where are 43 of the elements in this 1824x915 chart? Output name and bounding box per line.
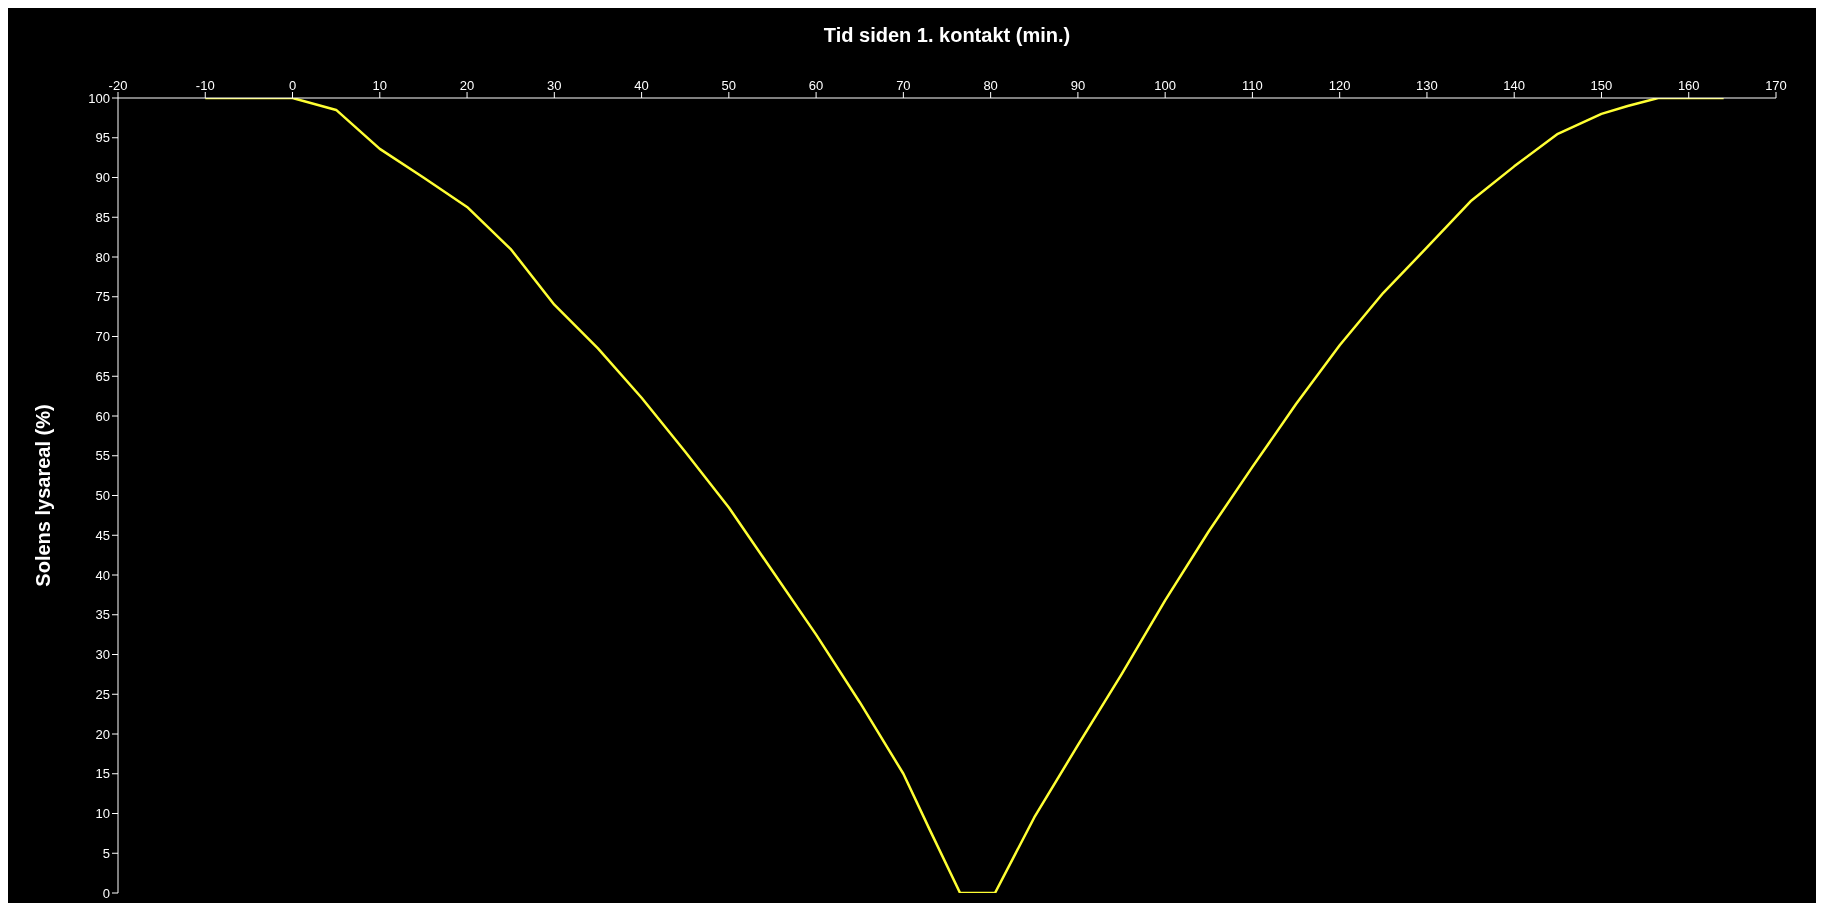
x-tick-label: 150 xyxy=(1590,78,1613,93)
y-tick-label: 55 xyxy=(95,448,110,464)
y-axis-title: Solens lysareal (%) xyxy=(32,404,55,587)
x-tick-label: 160 xyxy=(1677,78,1700,93)
y-tick-label: 85 xyxy=(95,209,110,225)
x-tick-label: -20 xyxy=(108,78,128,93)
x-tick-label: 120 xyxy=(1328,78,1351,93)
x-tick-label: 20 xyxy=(459,78,475,93)
y-tick-label: 100 xyxy=(88,90,110,106)
x-tick-label: 30 xyxy=(547,78,562,93)
y-tick-label: 40 xyxy=(95,567,110,583)
y-tick-label: 60 xyxy=(95,408,110,424)
y-tick-label: 25 xyxy=(95,686,110,702)
x-tick-label: 140 xyxy=(1503,78,1526,93)
y-tick-label: 45 xyxy=(95,527,110,543)
y-tick-label: 5 xyxy=(102,845,110,861)
y-tick-label: 50 xyxy=(95,488,110,504)
y-tick-label: 15 xyxy=(95,766,110,782)
x-tick-label: 100 xyxy=(1154,78,1177,93)
y-tick-label: 75 xyxy=(95,289,110,305)
x-tick-label: 0 xyxy=(288,78,297,93)
x-tick-label: 60 xyxy=(808,78,824,93)
x-tick-label: 50 xyxy=(721,78,737,93)
y-tick-label: 90 xyxy=(95,170,110,186)
y-tick-label: 65 xyxy=(95,368,110,384)
x-tick-label: 40 xyxy=(634,78,649,93)
x-tick-label: 70 xyxy=(896,78,911,93)
x-tick-label: 80 xyxy=(983,78,998,93)
x-tick-label: 10 xyxy=(372,78,388,93)
x-tick-label: 170 xyxy=(1765,78,1787,93)
y-tick-label: 95 xyxy=(95,130,110,146)
x-tick-label: -10 xyxy=(195,78,215,93)
y-tick-label: 0 xyxy=(102,885,110,901)
y-tick-label: 20 xyxy=(95,726,110,742)
x-axis-title: Tid siden 1. kontakt (min.) xyxy=(823,24,1071,47)
x-tick-label: 130 xyxy=(1416,78,1438,93)
y-tick-label: 10 xyxy=(95,806,110,822)
x-tick-label: 110 xyxy=(1242,78,1263,93)
y-tick-label: 70 xyxy=(95,329,110,345)
y-tick-label: 80 xyxy=(95,249,110,265)
y-tick-label: 30 xyxy=(95,647,110,663)
x-tick-label: 90 xyxy=(1070,78,1086,93)
y-tick-label: 35 xyxy=(95,607,110,623)
